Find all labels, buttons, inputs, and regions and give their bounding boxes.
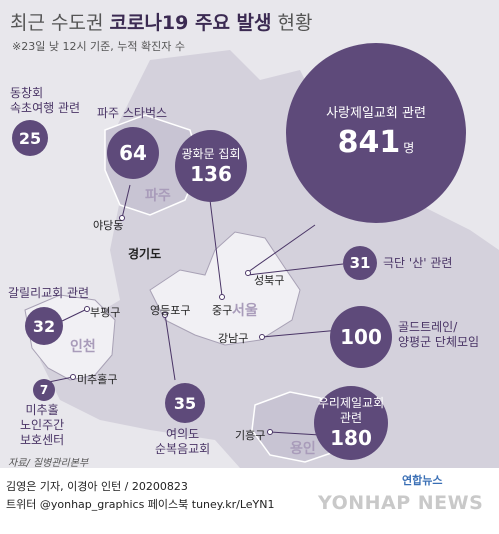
cluster-goldtrain-circle: 100 (330, 306, 392, 368)
social-line: 트위터 @yonhap_graphics 페이스북 tuney.kr/LeYN1 (6, 498, 275, 511)
place-michuhol: 미추홀구 (77, 373, 118, 386)
cluster-dongchang-label: 동창회 속초여행 관련 (10, 86, 81, 115)
cluster-galilee-count: 32 (32, 316, 56, 336)
cluster-michuhol-center-label: 미추홀 노인주간 보호센터 (20, 403, 65, 447)
cluster-paju-starbucks-circle: 64 (107, 127, 159, 179)
cluster-galilee-label: 갈릴리교회 관련 (8, 286, 90, 300)
cluster-sarang-count: 841 (337, 125, 401, 160)
cluster-paju-starbucks-count: 64 (119, 141, 147, 165)
cluster-woori-label: 우리제일교회 관련 (317, 396, 385, 425)
page-title: 최근 수도권 코로나19 주요 발생 현황 (10, 12, 313, 34)
cluster-paju-starbucks-label: 파주 스타벅스 (97, 106, 168, 120)
cluster-sarang-label: 사랑제일교회 관련 (326, 106, 426, 121)
place-bupyeong: 부평구 (90, 306, 121, 319)
region-gyeonggi: 경기도 (128, 247, 162, 261)
credit-line: 김영은 기자, 이경아 인턴 / 20200823 (6, 480, 188, 493)
yonhap-logo: 연합뉴스 (402, 472, 442, 488)
dot-michuhol (70, 374, 76, 380)
cluster-gwanghwamun-circle: 광화문 집회 136 (175, 130, 247, 202)
place-yadang: 야당동 (93, 219, 124, 232)
cluster-geukdan-count: 31 (349, 254, 371, 272)
subtitle: ※23일 낮 12시 기준, 누적 확진자 수 (12, 40, 186, 53)
cluster-gwanghwamun-label: 광화문 집회 (181, 146, 241, 161)
region-seoul: 서울 (232, 303, 258, 319)
cluster-sarang-unit: 명 (403, 141, 415, 155)
cluster-michuhol-center-circle: 7 (33, 379, 55, 401)
seoul-area (149, 231, 301, 346)
dot-yadang (119, 215, 125, 221)
cluster-goldtrain-label: 골드트레인/ 양평군 단체모임 (398, 320, 480, 349)
watermark: YONHAP NEWS (318, 492, 484, 514)
cluster-goldtrain-count: 100 (340, 325, 382, 349)
cluster-galilee-circle: 32 (25, 307, 63, 345)
place-seongbuk: 성북구 (254, 274, 285, 287)
cluster-dongchang-count: 25 (18, 128, 42, 148)
region-yongin: 용인 (290, 441, 316, 457)
region-paju: 파주 (145, 188, 171, 204)
logo-text: 연합뉴스 (402, 474, 443, 487)
cluster-gwanghwamun-count: 136 (190, 161, 232, 186)
cluster-michuhol-center-count: 7 (39, 383, 49, 397)
cluster-sarang-count-row: 841 명 (338, 125, 415, 160)
cluster-sarang-circle: 사랑제일교회 관련 841 명 (286, 43, 466, 223)
cluster-geukdan-label: 극단 '산' 관련 (383, 256, 453, 270)
dot-giheung (267, 429, 273, 435)
region-incheon: 인천 (70, 339, 96, 355)
cluster-geukdan-circle: 31 (343, 246, 377, 280)
place-gangnam: 강남구 (218, 332, 249, 345)
cluster-dongchang-circle: 25 (12, 120, 48, 156)
dot-junggu (219, 294, 225, 300)
cluster-yeouido-label: 여의도 순복음교회 (155, 427, 211, 456)
dot-yeongdeungpo (162, 312, 168, 318)
cluster-yeouido-count: 35 (173, 393, 197, 413)
place-junggu: 중구 (212, 304, 233, 317)
source-note: 자료/ 질병관리본부 (8, 458, 89, 469)
dot-bupyeong (84, 306, 90, 312)
cluster-yeouido-circle: 35 (165, 383, 205, 423)
dot-seongbuk (245, 270, 251, 276)
dot-gangnam (259, 334, 265, 340)
cluster-woori-count: 180 (330, 426, 372, 450)
footer (0, 468, 499, 534)
place-giheung: 기흥구 (235, 429, 266, 442)
cluster-woori-circle: 우리제일교회 관련 180 (314, 386, 388, 460)
place-yeongdeungpo: 영등포구 (150, 304, 191, 317)
